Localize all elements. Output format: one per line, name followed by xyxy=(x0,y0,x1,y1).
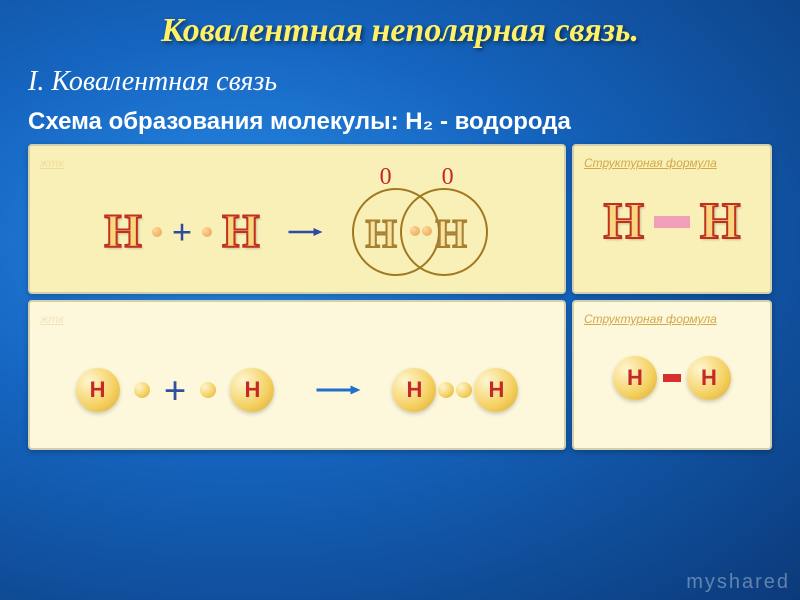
structural-label-2: Структурная формула xyxy=(584,312,717,326)
product-h-right: H xyxy=(436,214,467,254)
plus-sign: + xyxy=(172,211,193,253)
sphere-label: H xyxy=(701,365,717,391)
structural-label-1: Структурная формула xyxy=(584,156,717,170)
structural-panel-2: Структурная формула H H xyxy=(572,300,772,450)
sphere-label: H xyxy=(406,377,422,403)
panel-label-2: жтк xyxy=(40,312,64,326)
charge-zero-left: 0 xyxy=(380,164,392,191)
arrow-icon xyxy=(288,385,378,395)
sphere-label: H xyxy=(488,377,504,403)
venn-product: 0 0 H H xyxy=(350,182,490,282)
bond-bar xyxy=(654,216,690,228)
structural-panel-1: Структурная формула H H xyxy=(572,144,772,294)
reactant-h-right: H xyxy=(222,208,259,256)
atom-sphere: H xyxy=(613,356,657,400)
reactant-h-left: H xyxy=(104,208,141,256)
panel-label-1: жтк xyxy=(40,156,64,170)
section-title: I. Ковалентная связь xyxy=(28,66,772,98)
plus-sign: + xyxy=(164,367,187,414)
charge-zero-right: 0 xyxy=(442,164,454,191)
atom-sphere: H xyxy=(474,368,518,412)
electron-sphere xyxy=(134,382,150,398)
watermark: myshared xyxy=(686,571,790,594)
electron-dot xyxy=(202,227,212,237)
electron-dot xyxy=(422,226,432,236)
electron-dot xyxy=(152,227,162,237)
scheme-label: Схема образования молекулы: H₂ - водород… xyxy=(28,108,772,136)
diagram-row-2: жтк H + H H H Структурная xyxy=(28,300,772,450)
structural-h-left: H xyxy=(604,196,644,248)
electron-sphere xyxy=(456,382,472,398)
sphere-label: H xyxy=(627,365,643,391)
page-title: Ковалентная неполярная связь. xyxy=(28,12,772,50)
product-h-left: H xyxy=(366,214,397,254)
arrow-icon xyxy=(270,227,340,237)
sphere-label: H xyxy=(244,377,260,403)
electron-sphere xyxy=(438,382,454,398)
atom-sphere: H xyxy=(392,368,436,412)
atom-sphere: H xyxy=(76,368,120,412)
atom-sphere: H xyxy=(687,356,731,400)
reaction-panel-2: жтк H + H H H xyxy=(28,300,566,450)
structural-h-right: H xyxy=(700,196,740,248)
diagram-row-1: жтк H + H 0 0 H H xyxy=(28,144,772,294)
electron-dot xyxy=(410,226,420,236)
reaction-panel-1: жтк H + H 0 0 H H xyxy=(28,144,566,294)
electron-sphere xyxy=(200,382,216,398)
slide-content: { "title": "Ковалентная неполярная связь… xyxy=(0,0,800,600)
atom-sphere: H xyxy=(230,368,274,412)
sphere-label: H xyxy=(90,377,106,403)
bond-bar xyxy=(663,374,681,382)
